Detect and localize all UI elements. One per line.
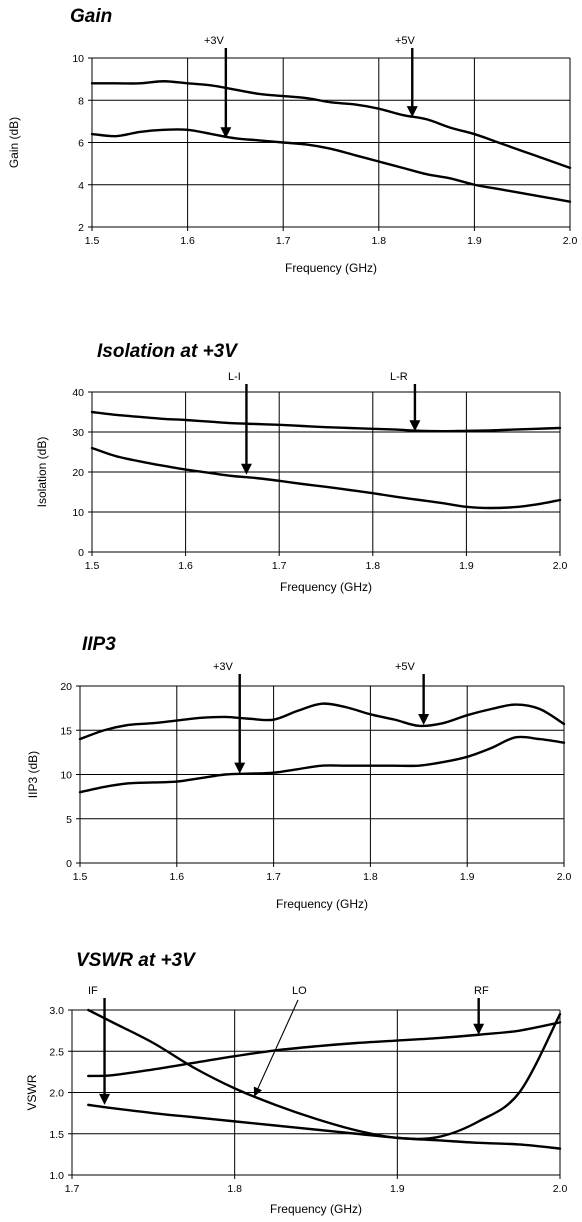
y-tick-label: 20 [60, 681, 72, 693]
series-line-1 [90, 80, 572, 170]
vswr-chart: VSWR at +3V 1.0 1.5 2.0 2.5 3.0 1.7 1.8 1.9 2.0 Fr… [25, 950, 567, 1216]
x-axis-label: Frequency (GHz) [280, 580, 372, 594]
annotation-label: +5V [395, 661, 416, 673]
y-axis-label: Gain (dB) [7, 117, 21, 168]
series-line-2 [78, 735, 566, 794]
x-tick-label: 1.9 [467, 235, 482, 247]
x-tick-label: 1.9 [390, 1183, 405, 1195]
iip3-chart: IIP3 0 5 10 15 20 1.5 1.6 1.7 1.8 1.9 2.0 Frequency … [26, 634, 571, 911]
x-tick-label: 1.8 [365, 560, 380, 572]
annotation-arrowhead [406, 106, 418, 118]
x-axis-label: Frequency (GHz) [270, 1202, 362, 1216]
y-tick-label: 5 [66, 814, 72, 826]
annotation-arrowhead [234, 762, 246, 774]
y-tick-label: 0 [78, 547, 84, 559]
annotation-arrowhead [240, 463, 252, 475]
chart-title: IIP3 [82, 634, 116, 655]
annotation-label: +3V [213, 661, 234, 673]
y-tick-label: 0 [66, 858, 72, 870]
y-tick-label: 1.5 [49, 1129, 64, 1141]
x-tick-label: 1.6 [169, 871, 184, 883]
y-tick-label: 6 [78, 138, 84, 150]
x-tick-label: 1.8 [363, 871, 378, 883]
series-line-2 [90, 128, 572, 203]
series-line-1 [87, 1021, 562, 1078]
x-tick-label: 1.7 [65, 1183, 80, 1195]
y-tick-label: 2.5 [49, 1046, 64, 1058]
series-line-2 [90, 446, 562, 510]
annotation-label: RF [474, 985, 489, 997]
annotation-label: +3V [204, 35, 225, 47]
y-tick-label: 1.0 [49, 1170, 64, 1182]
y-tick-label: 2.0 [49, 1088, 64, 1100]
chart-title: Gain [70, 6, 112, 27]
y-tick-label: 2 [78, 222, 84, 234]
x-tick-label: 1.8 [371, 235, 386, 247]
gain-chart: Gain 2 4 6 8 10 1.5 1.6 1.7 1.8 1.9 2.0 Frequency (G… [7, 6, 577, 275]
series-line-1 [90, 410, 562, 433]
y-tick-label: 30 [72, 427, 84, 439]
annotation-arrowhead [220, 127, 232, 139]
annotation-arrowhead [418, 713, 430, 725]
series-line-3 [87, 1103, 562, 1150]
annotation-label: +5V [395, 35, 416, 47]
x-tick-label: 1.5 [85, 560, 100, 572]
x-tick-label: 1.6 [178, 560, 193, 572]
x-tick-label: 1.8 [227, 1183, 242, 1195]
annotation-arrowhead [409, 420, 421, 432]
x-tick-label: 1.5 [85, 235, 100, 247]
x-tick-label: 1.9 [460, 871, 475, 883]
annotation-label: L-R [390, 371, 408, 383]
x-tick-label: 1.7 [276, 235, 291, 247]
y-tick-label: 4 [78, 180, 84, 192]
y-tick-label: 10 [72, 507, 84, 519]
annotation-arrowhead [473, 1023, 485, 1035]
y-tick-label: 8 [78, 95, 84, 107]
x-axis-label: Frequency (GHz) [276, 897, 368, 911]
x-tick-label: 2.0 [553, 560, 568, 572]
series-line-1 [78, 702, 566, 741]
chart-title: VSWR at +3V [76, 950, 196, 971]
x-tick-label: 1.7 [266, 871, 281, 883]
x-tick-label: 2.0 [557, 871, 572, 883]
annotation-label: LO [292, 985, 307, 997]
annotation-arrow [253, 999, 299, 1097]
y-tick-label: 10 [60, 770, 72, 782]
x-tick-label: 1.7 [272, 560, 287, 572]
x-tick-label: 1.5 [73, 871, 88, 883]
y-tick-label: 3.0 [49, 1005, 64, 1017]
series-line-2 [87, 1008, 562, 1141]
annotation-label: L-I [228, 371, 241, 383]
annotation-label: IF [88, 985, 98, 997]
y-axis-label: VSWR [25, 1074, 39, 1110]
x-tick-label: 2.0 [553, 1183, 568, 1195]
y-axis-label: Isolation (dB) [35, 437, 49, 508]
annotation-arrowhead [99, 1093, 111, 1105]
x-tick-label: 1.9 [459, 560, 474, 572]
isolation-chart: Isolation at +3V 0 10 20 30 40 1.5 1.6 1.7 1.8 1.9… [35, 341, 567, 594]
y-tick-label: 40 [72, 387, 84, 399]
y-tick-label: 15 [60, 725, 72, 737]
y-tick-label: 10 [72, 53, 84, 65]
x-tick-label: 1.6 [180, 235, 195, 247]
y-tick-label: 20 [72, 467, 84, 479]
annotation-arrowhead [253, 1086, 263, 1097]
x-tick-label: 2.0 [563, 235, 578, 247]
chart-title: Isolation at +3V [97, 341, 238, 362]
y-axis-label: IIP3 (dB) [26, 751, 40, 798]
x-axis-label: Frequency (GHz) [285, 261, 377, 275]
